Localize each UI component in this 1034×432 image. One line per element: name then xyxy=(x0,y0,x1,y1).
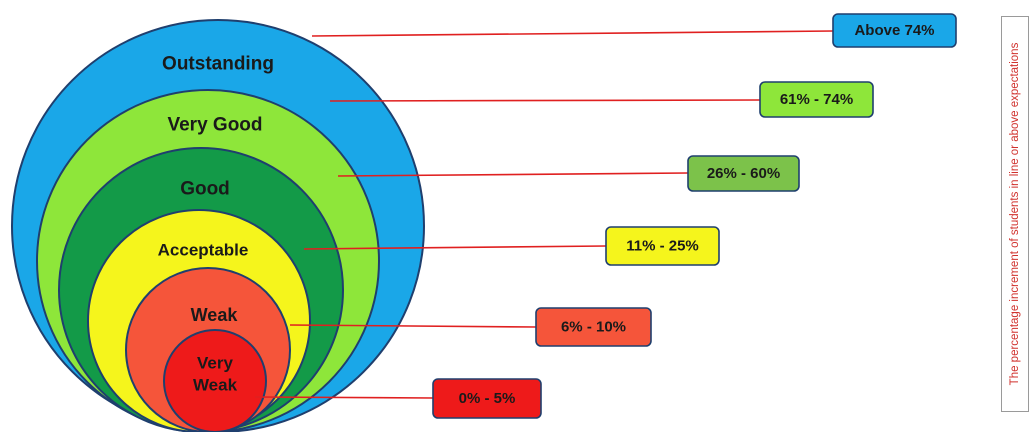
range-box xyxy=(605,226,720,266)
connector-line xyxy=(329,99,761,102)
level-name-label: Outstanding xyxy=(162,54,274,75)
side-caption-box xyxy=(1001,16,1029,412)
range-label: Above 74% xyxy=(854,22,934,39)
level-name-label: Very Good xyxy=(167,115,262,136)
connector-lines xyxy=(254,30,834,399)
range-label: 61% - 74% xyxy=(780,91,853,108)
connector-line xyxy=(337,172,689,177)
range-box xyxy=(687,155,800,192)
range-label: 0% - 5% xyxy=(459,390,516,407)
range-box xyxy=(535,307,652,347)
connector-line xyxy=(303,245,607,250)
connector-line xyxy=(289,324,537,328)
level-name-label: Very xyxy=(197,354,233,373)
level-labels: Outstanding Very Good Good Acceptable Weak Ve… xyxy=(158,54,274,395)
side-caption: The percentage increment of students in … xyxy=(1009,42,1021,386)
level-name-label: Weak xyxy=(193,376,238,395)
level-name-label: Good xyxy=(180,179,230,200)
range-label: 11% - 25% xyxy=(626,238,699,255)
connector-line xyxy=(311,30,834,37)
range-box xyxy=(832,13,957,48)
range-boxes: Above 74% 61% - 74% 26% - 60% 11% - 25% 6% -… xyxy=(432,13,957,419)
level-circles xyxy=(11,19,425,432)
range-box xyxy=(759,81,874,118)
level-name-label: Weak xyxy=(191,305,239,325)
range-box xyxy=(432,378,542,419)
level-circle xyxy=(163,329,267,432)
range-label: 26% - 60% xyxy=(707,165,780,182)
range-label: 6% - 10% xyxy=(561,319,626,336)
connector-line xyxy=(254,396,434,399)
level-name-label: Acceptable xyxy=(158,241,249,260)
